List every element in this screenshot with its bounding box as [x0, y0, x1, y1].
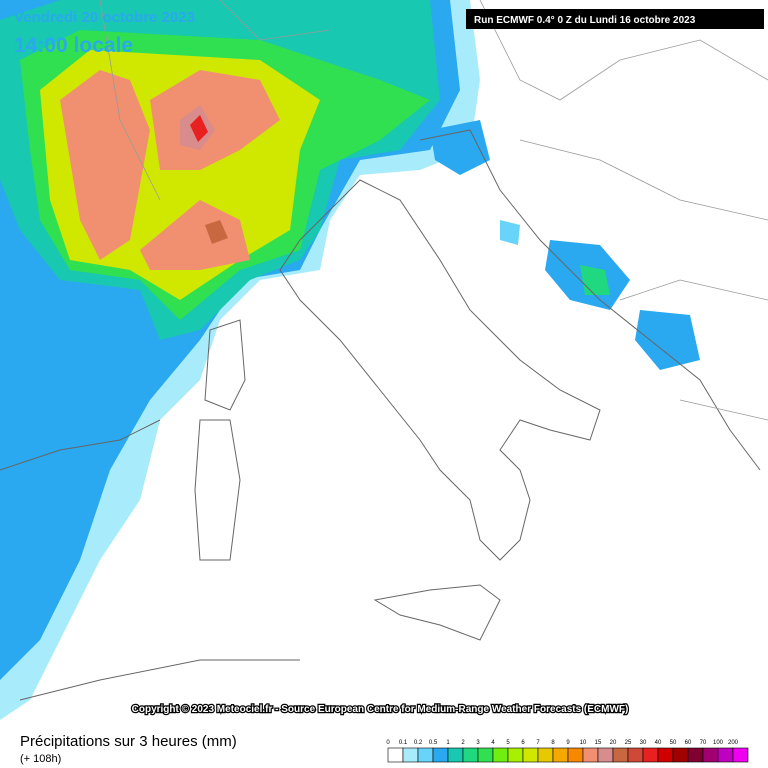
legend-label: 20 [610, 740, 617, 746]
legend-label: 15 [595, 740, 602, 746]
legend-label: 0.1 [399, 740, 408, 746]
legend: 0 0.1 0.2 0.5 1 2 3 4 5 6 7 8 9 10 15 20 25 30 40 50 60 70 100… [386, 740, 749, 763]
legend-swatch [627, 747, 644, 763]
legend-swatch [492, 747, 509, 763]
run-box [466, 9, 764, 29]
legend-swatch [537, 747, 554, 763]
legend-label: 1 [446, 740, 450, 746]
legend-swatch [387, 747, 404, 763]
legend-swatch [717, 747, 734, 763]
precipitation [0, 0, 700, 720]
legend-swatch [702, 747, 719, 763]
legend-swatch [522, 747, 539, 763]
legend-swatch [687, 747, 704, 763]
legend-label: 70 [700, 740, 707, 746]
legend-label: 0.2 [414, 740, 423, 746]
legend-label: 3 [476, 740, 480, 746]
legend-label: 6 [521, 740, 525, 746]
legend-label: 60 [685, 740, 692, 746]
legend-label: 7 [536, 740, 540, 746]
legend-swatch [612, 747, 629, 763]
legend-swatch [417, 747, 434, 763]
legend-swatch [552, 747, 569, 763]
legend-swatch [582, 747, 599, 763]
legend-label: 9 [566, 740, 570, 746]
legend-swatch [672, 747, 689, 763]
legend-swatch [567, 747, 584, 763]
legend-label: 25 [625, 740, 632, 746]
legend-swatch [657, 747, 674, 763]
legend-label: 10 [580, 740, 587, 746]
legend-swatch [507, 747, 524, 763]
footer-lead: (+ 108h) [20, 753, 61, 765]
legend-label: 2 [461, 740, 465, 746]
legend-swatch [462, 747, 479, 763]
legend-label: 5 [506, 740, 510, 746]
legend-swatch [402, 747, 419, 763]
footer-title: Précipitations sur 3 heures (mm) [20, 733, 237, 750]
coastlines [0, 0, 768, 701]
legend-label: 0.5 [429, 740, 438, 746]
run-label: Run ECMWF 0.4° 0 Z du Lundi 16 octobre 2… [474, 15, 696, 26]
legend-swatch [447, 747, 464, 763]
legend-label: 200 [728, 740, 739, 746]
date-label: Vendredi 20 octobre 2023 [14, 9, 195, 26]
legend-label: 8 [551, 740, 555, 746]
time-label: 14:00 locale [14, 34, 133, 57]
legend-swatch [597, 747, 614, 763]
legend-label: 30 [640, 740, 647, 746]
legend-swatch [642, 747, 659, 763]
legend-label: 50 [670, 740, 677, 746]
legend-swatch [477, 747, 494, 763]
legend-swatch [732, 747, 749, 763]
legend-label: 0 [386, 740, 390, 746]
copyright: Copyright © 2023 Meteociel.fr - Source E… [132, 704, 629, 715]
legend-label: 4 [491, 740, 495, 746]
legend-label: 100 [713, 740, 724, 746]
legend-label: 40 [655, 740, 662, 746]
legend-swatch [432, 747, 449, 763]
